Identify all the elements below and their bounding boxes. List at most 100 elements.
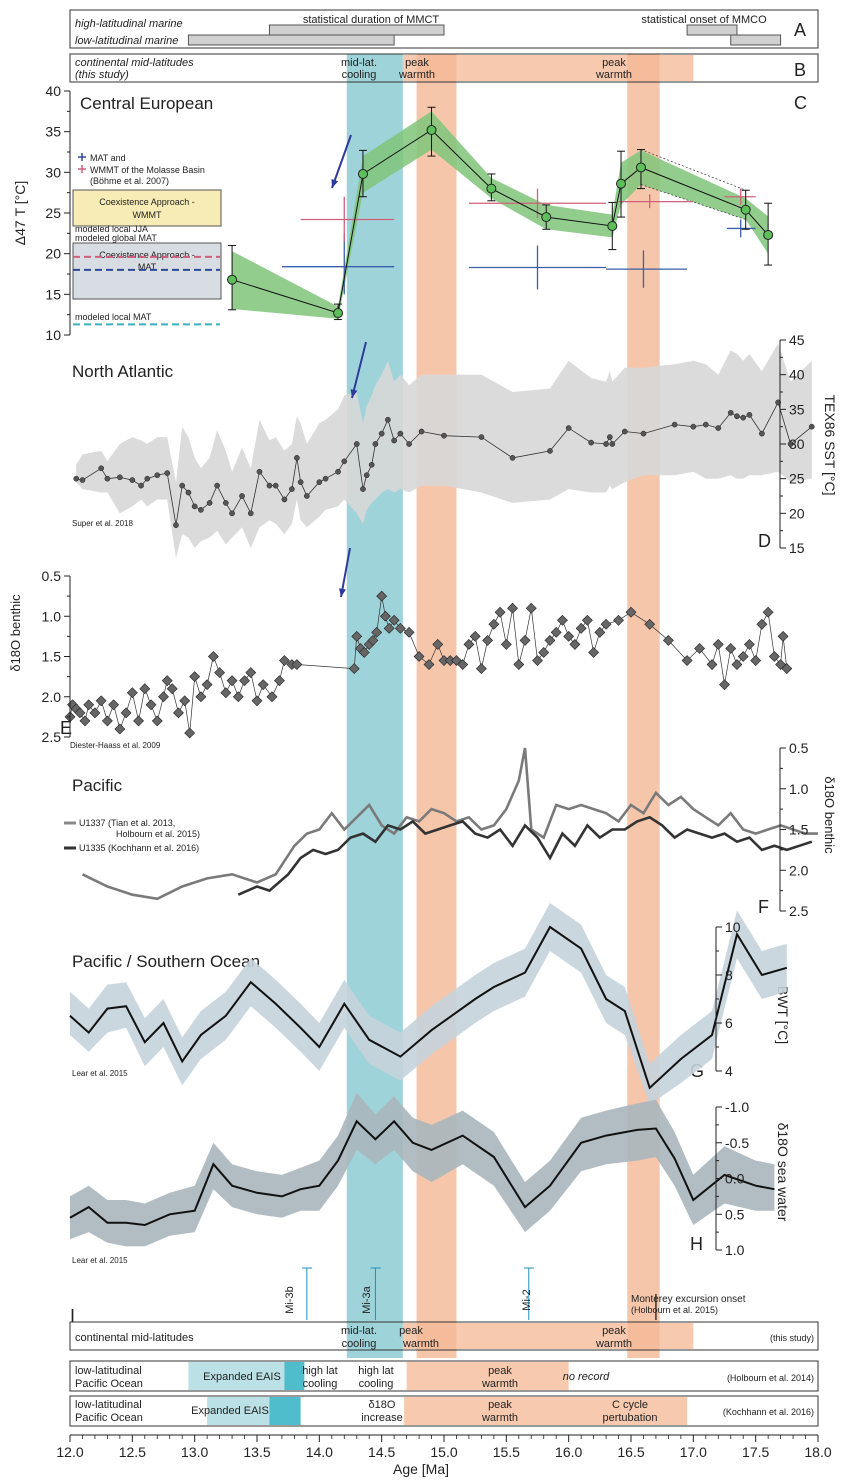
- data-point: [423, 659, 435, 670]
- data-point: [616, 178, 627, 189]
- data-point: [154, 472, 161, 479]
- row2-peak2: warmth: [481, 1378, 518, 1390]
- data-point: [144, 475, 151, 482]
- row2-eais: Expanded EAIS: [203, 1371, 281, 1383]
- legend-mat: MAT and: [90, 153, 126, 163]
- data-point: [557, 614, 568, 626]
- data-point: [266, 691, 278, 703]
- panel-b-label-line1: continental mid-latitudes: [75, 57, 194, 69]
- data-point: [201, 679, 213, 691]
- row2-highlat3: high lat: [358, 1365, 393, 1377]
- row3-d18o2: increase: [361, 1412, 403, 1424]
- panel-i: I Mi-3b Mi-3a Mi-2 Monterey excursion on…: [69, 1267, 819, 1427]
- panel-h-y-tick-label: -0.5: [725, 1135, 749, 1151]
- legend-mat-marker: [78, 153, 86, 161]
- panel-b-warm2-line1: peak: [602, 57, 626, 69]
- data-point: [509, 455, 516, 461]
- panel-b-label-line2: (this study): [75, 69, 129, 81]
- data-point: [635, 162, 646, 173]
- row1-warm2: warmth: [402, 1338, 439, 1350]
- data-point: [563, 630, 575, 642]
- data-point: [198, 507, 204, 513]
- row2-highlat4: cooling: [359, 1378, 394, 1390]
- data-point: [694, 643, 705, 654]
- data-point: [158, 691, 169, 703]
- data-point: [609, 441, 616, 447]
- panel-b-warm1-line1: peak: [405, 57, 429, 69]
- data-point: [179, 695, 191, 707]
- data-point: [451, 655, 462, 666]
- data-point: [376, 590, 388, 602]
- data-point: [363, 472, 370, 479]
- panel-g-plot: 4 6 8 10: [69, 903, 788, 1105]
- data-point: [95, 695, 107, 707]
- data-point: [702, 421, 709, 428]
- row3-label2: Pacific Ocean: [75, 1412, 143, 1424]
- data-point: [166, 683, 178, 695]
- data-point: [226, 675, 238, 687]
- data-point: [348, 663, 360, 674]
- data-point: [79, 477, 86, 483]
- data-point: [575, 622, 587, 634]
- panel-h-y-tick-label: 1.0: [725, 1242, 745, 1258]
- data-point: [600, 618, 612, 630]
- data-point: [145, 699, 157, 711]
- panel-f-y-tick-label: 2.0: [789, 862, 809, 878]
- data-point: [353, 441, 360, 447]
- legend-wmmt-marker: [78, 165, 86, 173]
- data-point: [98, 465, 105, 472]
- panel-g-series-line: [69, 925, 788, 1090]
- x-tick-label: 13.0: [181, 1444, 208, 1460]
- data-point: [750, 655, 762, 666]
- data-point: [550, 626, 562, 638]
- series-u1337: [81, 747, 818, 901]
- data-point: [83, 699, 95, 711]
- panel-g-y-tick-label: 4: [725, 1063, 733, 1079]
- data-point: [335, 468, 341, 475]
- data-point: [195, 691, 207, 703]
- data-point: [279, 655, 290, 666]
- data-point: [768, 651, 780, 662]
- data-point: [291, 659, 303, 670]
- arrow-shaft: [351, 341, 367, 399]
- x-tick-label: 16.5: [617, 1444, 644, 1460]
- panel-h-y-tick-label: -1.0: [725, 1099, 749, 1115]
- panel-h-series-line: [69, 1119, 775, 1227]
- panel-f-y-tick-label: 1.5: [789, 822, 809, 838]
- data-point: [532, 655, 543, 666]
- row1-ref: (this study): [770, 1333, 814, 1343]
- data-point: [538, 647, 550, 658]
- data-point: [432, 639, 444, 650]
- data-point: [114, 723, 126, 735]
- data-point: [418, 428, 425, 435]
- data-point: [220, 687, 232, 699]
- row3-peak2: warmth: [481, 1412, 518, 1424]
- row2-eais-dark: [284, 1362, 305, 1390]
- data-point: [706, 659, 718, 670]
- data-point: [588, 439, 594, 446]
- row3-box: [69, 1395, 819, 1427]
- data-point: [644, 618, 656, 630]
- data-point: [104, 475, 111, 482]
- data-point: [541, 212, 552, 223]
- data-point: [89, 707, 101, 719]
- x-axis-label: Age [Ma]: [393, 1461, 449, 1477]
- data-point: [569, 639, 581, 650]
- panel-b: continental mid-latitudes (this study) m…: [69, 53, 819, 83]
- data-point: [206, 500, 213, 506]
- data-point: [372, 441, 379, 447]
- data-point: [120, 707, 132, 719]
- panel-c-uncertainty-band: [232, 111, 769, 319]
- data-point: [507, 602, 518, 614]
- x-tick-label: 15.0: [430, 1444, 457, 1460]
- data-point: [161, 675, 173, 687]
- panel-f-letter: F: [758, 897, 769, 917]
- panel-e-source: Diester-Haass et al. 2009: [70, 741, 161, 750]
- panel-h-letter: H: [690, 1234, 703, 1254]
- ca-mat-line2: MAT: [138, 262, 157, 272]
- data-point: [756, 618, 768, 630]
- x-tick-label: 17.0: [680, 1444, 707, 1460]
- panel-g-title: Pacific / Southern Ocean: [72, 952, 260, 971]
- data-point: [777, 630, 789, 642]
